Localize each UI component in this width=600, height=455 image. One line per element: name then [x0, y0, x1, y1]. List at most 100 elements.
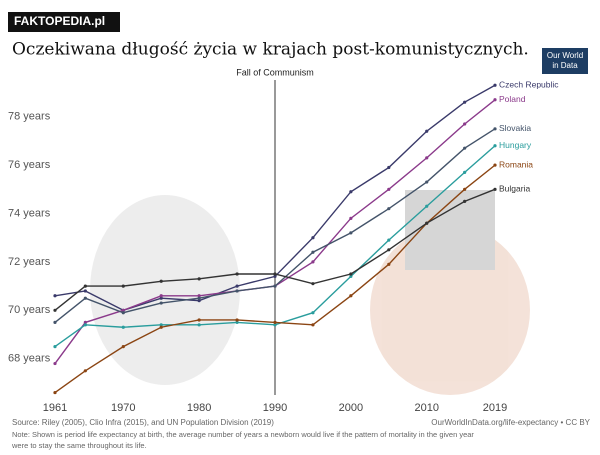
point — [53, 345, 57, 349]
point — [387, 187, 391, 191]
point — [387, 262, 391, 266]
x-tick-label: 2010 — [414, 402, 438, 414]
point — [349, 231, 353, 235]
y-tick-label: 70 years — [8, 304, 51, 316]
point — [121, 311, 125, 315]
x-tick-label: 2019 — [483, 402, 507, 414]
series-label: Poland — [499, 94, 526, 104]
point — [273, 274, 277, 279]
x-tick-label: 2000 — [339, 402, 363, 414]
series-label: Bulgaria — [499, 184, 530, 194]
point — [311, 260, 315, 264]
series-label: Slovakia — [499, 123, 531, 133]
point — [463, 187, 467, 191]
note: Note: Shown is period life expectancy at… — [12, 430, 474, 439]
point — [83, 296, 87, 300]
x-tick-label: 1980 — [187, 402, 211, 414]
point — [425, 204, 429, 208]
point — [159, 323, 163, 327]
y-tick-label: 74 years — [8, 207, 51, 219]
point — [197, 294, 201, 298]
point — [311, 250, 315, 254]
point — [197, 318, 201, 322]
point — [463, 146, 467, 150]
point — [159, 296, 163, 300]
x-tick-label: 1961 — [43, 402, 67, 414]
point — [159, 279, 163, 283]
point — [349, 274, 353, 279]
point — [235, 318, 239, 322]
point — [197, 277, 201, 281]
point — [463, 122, 467, 126]
meme-decoration — [90, 190, 530, 395]
y-tick-label: 68 years — [8, 353, 51, 365]
point — [235, 284, 239, 288]
point — [387, 207, 391, 211]
point — [121, 325, 125, 329]
point — [159, 301, 163, 305]
point — [493, 144, 497, 148]
logo: Our World — [547, 51, 583, 60]
point — [349, 216, 353, 220]
point — [349, 294, 353, 298]
point — [273, 284, 277, 288]
point — [83, 369, 87, 373]
point — [121, 345, 125, 349]
point — [235, 320, 239, 325]
point — [425, 129, 429, 133]
point — [83, 284, 87, 288]
point — [311, 323, 315, 327]
point — [463, 100, 467, 104]
watermark: FAKTOPEDIA.pl — [14, 14, 105, 28]
point — [197, 299, 201, 303]
x-tick-label: 1970 — [111, 402, 135, 414]
point — [311, 236, 315, 240]
point — [493, 83, 497, 87]
point — [273, 320, 277, 325]
point — [463, 170, 467, 174]
point — [273, 323, 277, 327]
point — [463, 199, 467, 204]
watermark-box — [8, 12, 120, 32]
logo-box — [542, 48, 588, 74]
credit: OurWorldInData.org/life-expectancy • CC … — [431, 418, 590, 427]
point — [311, 311, 315, 315]
point — [493, 163, 497, 167]
point — [235, 272, 239, 276]
y-tick-label: 76 years — [8, 159, 51, 171]
point — [387, 238, 391, 242]
point — [53, 294, 57, 298]
point — [83, 320, 87, 325]
y-tick-label: 72 years — [8, 256, 51, 268]
logo: in Data — [552, 61, 578, 70]
point — [53, 361, 57, 366]
annotation: Fall of Communism — [236, 67, 314, 77]
series-label: Hungary — [499, 140, 532, 150]
point — [159, 294, 163, 298]
point — [273, 272, 277, 276]
series-label: Czech Republic — [499, 80, 559, 90]
point — [425, 221, 429, 225]
point — [83, 289, 87, 293]
point — [425, 180, 429, 184]
point — [493, 187, 497, 191]
point — [493, 127, 497, 131]
y-tick-label: 78 years — [8, 111, 51, 123]
point — [121, 284, 125, 288]
note: were to stay the same throughout its lif… — [11, 441, 147, 450]
point — [121, 308, 125, 312]
point — [159, 325, 163, 329]
point — [425, 156, 429, 160]
point — [311, 282, 315, 286]
x-tick-label: 1990 — [263, 402, 287, 414]
point — [235, 289, 239, 293]
point — [349, 272, 353, 276]
point — [53, 308, 57, 312]
point — [197, 323, 201, 327]
point — [53, 320, 57, 325]
point — [83, 323, 87, 327]
series-label: Romania — [499, 159, 533, 169]
point — [387, 165, 391, 170]
